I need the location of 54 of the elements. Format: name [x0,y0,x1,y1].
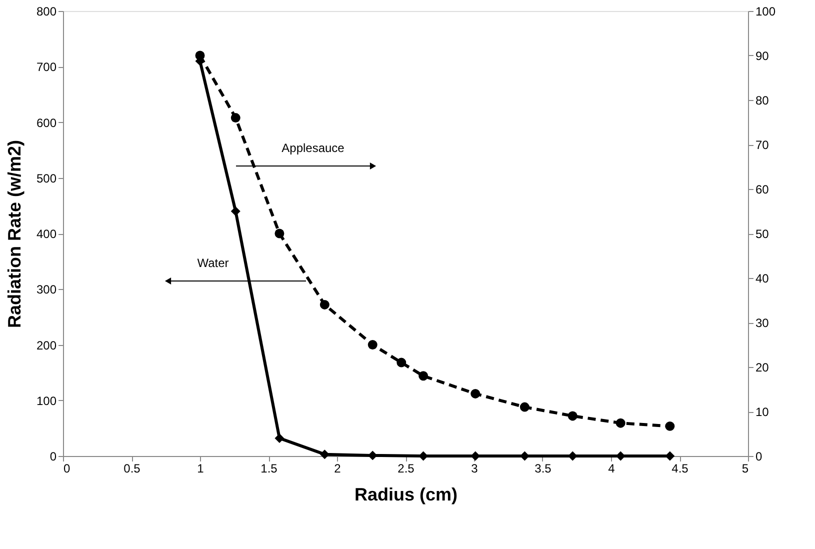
x-axis-title: Radius (cm) [354,484,458,504]
x-tick-label: 3 [471,462,478,476]
point [274,228,284,238]
y-tick-label: 0 [50,450,57,464]
point [230,206,240,216]
y2-tick-label: 50 [756,227,770,241]
y-tick-label: 400 [36,227,57,241]
point [665,421,675,431]
y2-tick-label: 10 [756,405,770,419]
x-tick-label: 0 [64,462,70,476]
y-tick-label: 800 [36,4,57,18]
x-tick-label: 4.5 [672,462,689,476]
point [470,451,480,461]
y-tick-label: 700 [36,60,57,74]
point [396,358,406,368]
point [368,450,378,460]
y2-tick-label: 40 [756,272,770,286]
x-tick-label: 1 [197,462,204,476]
x-tick-label: 1.5 [260,462,278,476]
point [320,300,330,310]
y-tick-label: 300 [36,282,57,297]
y-tick-label: 200 [36,338,57,352]
point [616,451,626,461]
point [195,50,205,60]
point [418,371,428,381]
y2-tick-label: 0 [756,450,762,464]
point [274,433,284,443]
x-tick-label: 2 [334,462,342,476]
y2-tick-label: 60 [756,182,770,196]
point [616,418,626,428]
y-tick-label: 100 [36,394,57,408]
y2-tick-label: 30 [756,316,770,330]
annotation: Applesauce [282,141,345,155]
point [320,450,330,460]
annotation: Water [197,256,229,270]
x-tick-label: 4 [608,462,616,476]
point [520,402,530,412]
x-tick-label: 0.5 [124,462,141,476]
y-tick-label: 500 [36,171,57,186]
point [665,451,675,461]
x-tick-label: 5 [742,462,749,476]
point [230,113,240,123]
x-tick-label: 2.5 [398,462,415,476]
x-tick-label: 3.5 [534,462,552,476]
point [568,411,578,421]
y2-tick-label: 80 [756,94,770,108]
y-tick-label: 600 [36,116,57,130]
point [368,340,378,350]
point [470,388,480,398]
y2-tick-label: 20 [756,360,770,374]
y2-tick-label: 90 [756,49,770,63]
y2-tick-label: 100 [756,4,776,18]
y2-tick-label: 70 [756,138,770,152]
y-axis-title: Radiation Rate (w/m2) [4,140,24,328]
